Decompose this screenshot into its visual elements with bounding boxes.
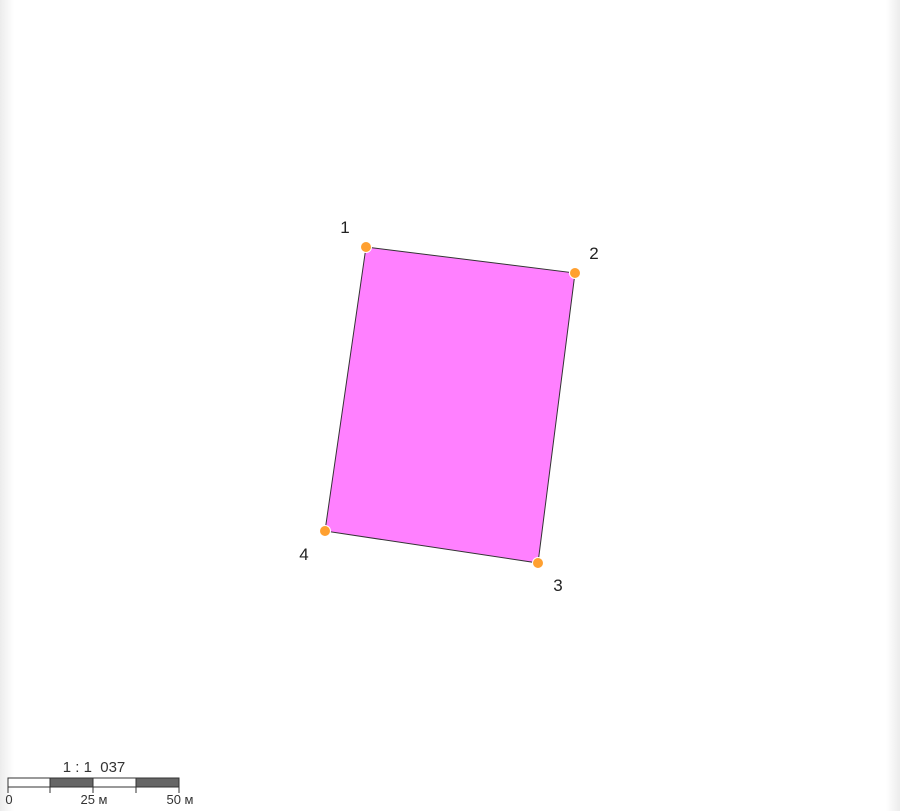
map-edge-shadow-right xyxy=(886,0,900,811)
parcel-polygon[interactable] xyxy=(324,246,576,564)
scale-label-50: 50 м xyxy=(166,792,193,807)
vertex-label-2: 2 xyxy=(589,244,598,263)
vertex-label-4: 4 xyxy=(299,545,308,564)
vertex-labels: 1 2 3 4 xyxy=(299,218,598,595)
scale-bar: 1 : 1 037 0 25 м 50 м xyxy=(5,759,193,807)
scale-bar-segment-2 xyxy=(49,777,94,788)
vertex-marker-4[interactable] xyxy=(319,525,331,537)
scale-label-0: 0 xyxy=(5,792,12,807)
scale-bar-segment-1 xyxy=(7,777,51,788)
vertex-label-3: 3 xyxy=(553,576,562,595)
scale-bar-segment-4 xyxy=(135,777,180,788)
vertex-markers xyxy=(319,241,581,569)
scale-ratio: 1 : 1 037 xyxy=(63,759,126,776)
vertex-marker-3[interactable] xyxy=(532,557,544,569)
vertex-label-1: 1 xyxy=(340,218,349,237)
scale-label-25: 25 м xyxy=(80,792,107,807)
vertex-marker-1[interactable] xyxy=(360,241,372,253)
scale-bar-segment-3 xyxy=(92,777,137,788)
map-edge-shadow-left xyxy=(0,0,14,811)
vertex-marker-2[interactable] xyxy=(569,267,581,279)
